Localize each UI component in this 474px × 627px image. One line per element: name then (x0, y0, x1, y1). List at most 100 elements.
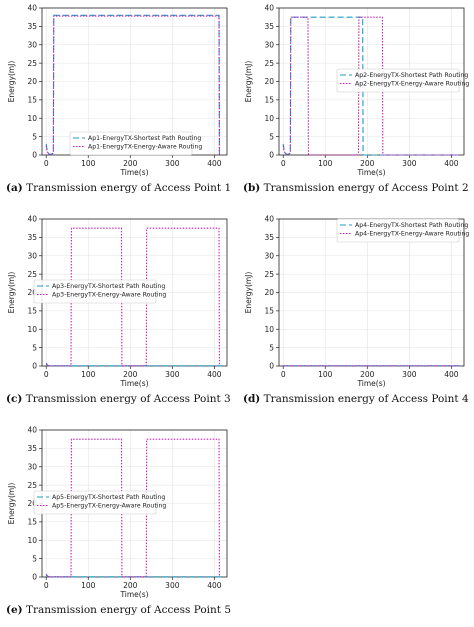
y-tick-label: 40 (264, 4, 274, 13)
y-tick-label: 30 (27, 462, 37, 471)
legend-label: Ap2-EnergyTX-Shortest Path Routing (355, 72, 468, 79)
y-tick-label: 0 (32, 151, 37, 160)
chart-svg-b: 0 100 200 300 400 0 5 10 15 20 25 30 35 40 Time(s) Ener… (244, 4, 469, 177)
y-axis-label: Energy(mJ) (244, 272, 253, 314)
y-tick-label: 10 (27, 536, 37, 545)
y-tick-label: 20 (27, 77, 37, 86)
y-tick-label: 5 (269, 343, 274, 352)
x-tick-label: 200 (123, 370, 138, 379)
y-tick-label: 15 (27, 96, 37, 105)
y-tick-label: 15 (27, 307, 37, 316)
legend-label: Ap4-EnergyTX-Shortest Path Routing (355, 222, 468, 229)
y-tick-label: 25 (27, 270, 37, 279)
x-tick-label: 200 (123, 159, 138, 168)
legend-box (33, 490, 157, 515)
y-tick-label: 0 (32, 362, 37, 371)
legend-box (336, 218, 460, 243)
caption-text-e: Transmission energy of Access Point 5 (25, 604, 232, 616)
caption-label-e: (e) (6, 604, 23, 616)
x-axis-label: Time(s) (119, 168, 148, 177)
legend-label: Ap5-EnergyTX-Energy-Aware Routing (52, 503, 166, 510)
x-axis-label: Time(s) (356, 168, 385, 177)
y-tick-label: 15 (264, 307, 274, 316)
series-line-2 (45, 227, 220, 367)
legend-label: Ap2-EnergyTX-Energy-Aware Routing (355, 81, 469, 88)
caption-label-c: (c) (6, 393, 23, 405)
legend-label: Ap3-EnergyTX-Shortest Path Routing (52, 283, 165, 290)
y-tick-label: 10 (264, 325, 274, 334)
y-tick-label: 10 (27, 325, 37, 334)
y-tick-label: 25 (27, 59, 37, 68)
y-axis-label: Energy(mJ) (7, 272, 16, 314)
y-tick-label: 20 (264, 288, 274, 297)
y-tick-label: 20 (27, 499, 37, 508)
x-tick-label: 300 (165, 159, 180, 168)
series-line-2 (45, 438, 220, 578)
x-tick-label: 100 (81, 159, 96, 168)
y-tick-label: 25 (27, 481, 37, 490)
x-tick-label: 200 (360, 159, 375, 168)
chart-panel-d: 0 100 200 300 400 0 5 10 15 20 25 30 35 40 Time(s) Ener… (237, 211, 474, 416)
series-line-2 (45, 15, 220, 156)
chart-svg-a: 0 100 200 300 400 0 5 10 15 20 25 30 35 40 Time(s) Ener… (7, 4, 228, 177)
y-tick-label: 15 (27, 518, 37, 527)
legend: Ap4-EnergyTX-Shortest Path Routing Ap4-En… (336, 218, 469, 243)
y-axis-label: Energy(mJ) (7, 61, 16, 103)
legend-box (69, 131, 193, 156)
x-tick-label: 400 (444, 370, 459, 379)
x-axis-label: Time(s) (119, 379, 148, 388)
y-tick-label: 20 (27, 288, 37, 297)
chart-svg-d: 0 100 200 300 400 0 5 10 15 20 25 30 35 40 Time(s) Ener… (244, 215, 469, 388)
y-tick-label: 40 (27, 4, 37, 13)
legend-label: Ap3-EnergyTX-Energy-Aware Routing (52, 292, 166, 299)
chart-caption-e: (e) Transmission energy of Access Point … (6, 604, 236, 616)
caption-text-b: Transmission energy of Access Point 2 (263, 182, 469, 194)
x-tick-label: 100 (318, 370, 333, 379)
legend: Ap3-EnergyTX-Shortest Path Routing Ap3-En… (33, 279, 166, 304)
y-tick-label: 35 (264, 22, 274, 31)
x-tick-label: 0 (44, 581, 49, 590)
legend: Ap2-EnergyTX-Shortest Path Routing Ap2-En… (336, 68, 469, 93)
caption-text-c: Transmission energy of Access Point 3 (25, 393, 231, 405)
x-axis-label: Time(s) (119, 590, 148, 599)
y-tick-label: 5 (269, 132, 274, 141)
chart-panel-a: 0 100 200 300 400 0 5 10 15 20 25 30 35 40 Time(s) Ener… (0, 0, 237, 205)
chart-panel-c: 0 100 200 300 400 0 5 10 15 20 25 30 35 40 Time(s) Ener… (0, 211, 237, 416)
y-tick-label: 40 (27, 426, 37, 435)
chart-panel-e: 0 100 200 300 400 0 5 10 15 20 25 30 35 40 Time(s) Ener… (0, 422, 237, 627)
y-tick-label: 25 (264, 270, 274, 279)
x-tick-label: 0 (281, 159, 286, 168)
y-tick-label: 30 (27, 40, 37, 49)
y-axis-label: Energy(mJ) (244, 61, 253, 103)
chart-svg-c: 0 100 200 300 400 0 5 10 15 20 25 30 35 40 Time(s) Ener… (7, 215, 228, 388)
chart-caption-d: (d) Transmission energy of Access Point … (243, 393, 473, 405)
y-tick-label: 0 (269, 362, 274, 371)
legend-label: Ap1-EnergyTX-Shortest Path Routing (88, 135, 201, 142)
x-axis-label: Time(s) (356, 379, 385, 388)
y-tick-label: 35 (27, 22, 37, 31)
chart-panel-b: 0 100 200 300 400 0 5 10 15 20 25 30 35 40 Time(s) Ener… (237, 0, 474, 205)
y-tick-label: 30 (27, 251, 37, 260)
x-tick-label: 0 (44, 370, 49, 379)
y-tick-label: 40 (264, 215, 274, 224)
legend-label: Ap4-EnergyTX-Energy-Aware Routing (355, 231, 469, 238)
caption-label-b: (b) (243, 182, 261, 194)
x-tick-label: 300 (165, 581, 180, 590)
chart-svg-e: 0 100 200 300 400 0 5 10 15 20 25 30 35 40 Time(s) Ener… (7, 426, 228, 599)
legend-label: Ap5-EnergyTX-Shortest Path Routing (52, 494, 165, 501)
y-tick-label: 5 (32, 554, 37, 563)
y-tick-label: 35 (27, 233, 37, 242)
y-tick-label: 0 (32, 573, 37, 582)
x-tick-label: 0 (44, 159, 49, 168)
y-tick-label: 20 (264, 77, 274, 86)
caption-label-d: (d) (243, 393, 261, 405)
y-axis-label: Energy(mJ) (7, 483, 16, 525)
x-tick-label: 300 (402, 159, 417, 168)
x-tick-label: 100 (81, 370, 96, 379)
caption-text-a: Transmission energy of Access Point 1 (26, 182, 232, 194)
x-tick-label: 400 (207, 581, 222, 590)
chart-caption-c: (c) Transmission energy of Access Point … (6, 393, 236, 405)
y-tick-label: 40 (27, 215, 37, 224)
x-tick-label: 300 (165, 370, 180, 379)
x-tick-label: 400 (444, 159, 459, 168)
